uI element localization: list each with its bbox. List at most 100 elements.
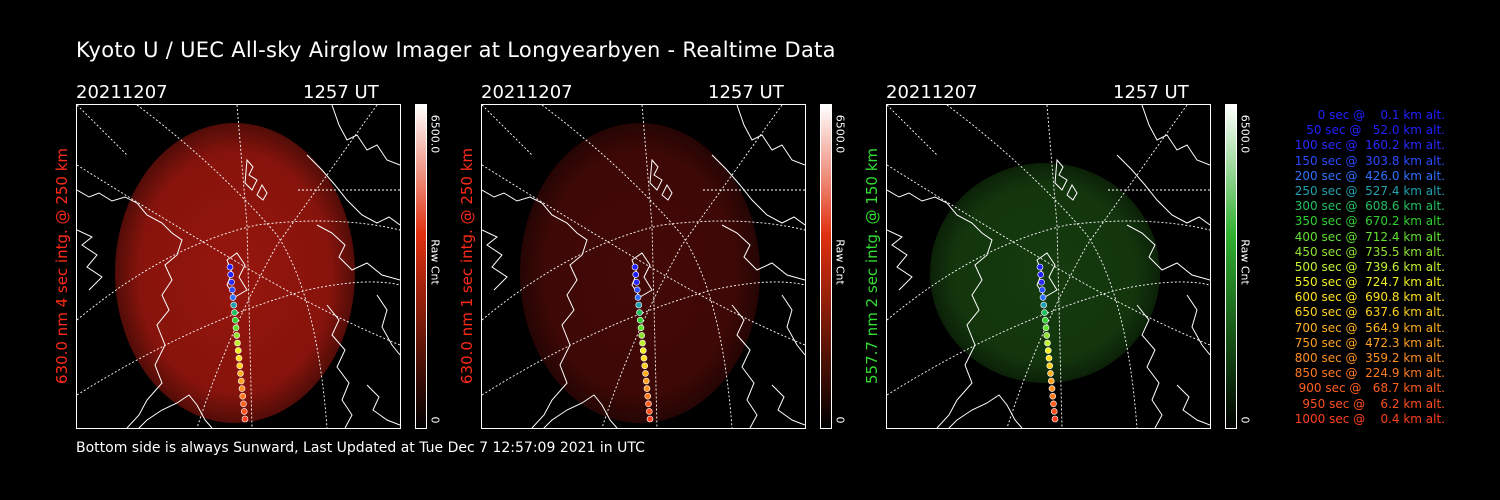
- legend-row: 950 sec @ 6.2 km alt.: [1298, 396, 1445, 411]
- coastline: [711, 154, 805, 226]
- colorbar-max-text: 6500.0: [1238, 114, 1252, 154]
- trajectory-point: [241, 415, 249, 423]
- trajectory-point: [635, 301, 643, 309]
- trajectory-point: [228, 286, 236, 294]
- legend-row: 750 sec @ 472.3 km alt.: [1290, 335, 1445, 350]
- colorbar-unit-label: Raw Cnt: [1237, 222, 1253, 302]
- colorbar-max-text: 6500.0: [428, 114, 442, 154]
- trajectory-point: [639, 347, 647, 354]
- colorbar-max-text: 6500.0: [833, 114, 847, 154]
- trajectory-point: [240, 400, 247, 408]
- legend-row: 250 sec @ 527.4 km alt.: [1290, 183, 1445, 198]
- panel-wavelength-text: 630.0 nm 4 sec intg. @ 250 km: [53, 147, 71, 384]
- trajectory-point: [642, 370, 649, 377]
- panel-date: 20211207: [886, 82, 978, 103]
- legend-row: 650 sec @ 637.6 km alt.: [1290, 305, 1445, 320]
- trajectory-point: [227, 271, 235, 278]
- colorbar-min-label: 0: [427, 412, 443, 428]
- trajectory-point: [644, 392, 652, 400]
- trajectory-point: [633, 286, 641, 294]
- trajectory-point: [1041, 309, 1048, 316]
- lat-lon-gridline: [77, 220, 400, 321]
- trajectory-point: [239, 392, 247, 400]
- colorbar: [1225, 104, 1237, 429]
- trajectory-point: [1047, 370, 1054, 377]
- image-panel-630nm-1sec: 20211207 1257 UT 630.0 nm 1 sec intg. @ 25…: [458, 82, 901, 432]
- trajectory-point: [1041, 316, 1049, 324]
- colorbar-unit-text: Raw Cnt: [428, 239, 442, 285]
- coastline: [244, 158, 258, 191]
- coastline: [1136, 304, 1163, 428]
- coastline: [781, 294, 805, 356]
- colorbar-max-label: 6500.0: [1237, 104, 1253, 164]
- trajectory-point: [229, 294, 237, 301]
- colorbar: [415, 104, 427, 429]
- airglow-field: [520, 123, 760, 423]
- trajectory-point: [228, 278, 235, 286]
- legend-row: 600 sec @ 690.8 km alt.: [1290, 290, 1445, 305]
- panel-date: 20211207: [76, 82, 168, 103]
- legend-row: 850 sec @ 224.9 km alt.: [1290, 366, 1445, 381]
- coastline: [1176, 384, 1210, 426]
- trajectory-point: [638, 332, 646, 339]
- lat-lon-gridline: [77, 105, 128, 156]
- lat-lon-gridline: [601, 105, 783, 428]
- coastline: [649, 158, 663, 191]
- airglow-field: [115, 123, 355, 423]
- lat-lon-gridline: [1006, 105, 1188, 428]
- trajectory-point: [1043, 332, 1051, 339]
- trajectory-point: [645, 400, 652, 408]
- coastline: [306, 154, 400, 226]
- lat-lon-gridline: [1046, 105, 1063, 428]
- image-panel-630nm-4sec: 20211207 1257 UT 630.0 nm 4 sec intg. @ 25…: [53, 82, 496, 432]
- trajectory-point: [645, 408, 653, 415]
- lat-lon-gridline: [482, 220, 805, 321]
- coastline: [1054, 158, 1068, 191]
- panel-wavelength-label: 630.0 nm 4 sec intg. @ 250 km: [52, 104, 72, 427]
- trajectory-point: [1050, 408, 1058, 415]
- legend-row: 350 sec @ 670.2 km alt.: [1290, 214, 1445, 229]
- lat-lon-gridline: [77, 164, 400, 346]
- trajectory-point: [1050, 400, 1057, 408]
- colorbar-unit-label: Raw Cnt: [832, 222, 848, 302]
- legend-row: 400 sec @ 712.4 km alt.: [1290, 229, 1445, 244]
- trajectory-point: [636, 309, 643, 316]
- coastline: [771, 384, 805, 426]
- coastline: [721, 224, 805, 281]
- trajectory-point: [639, 339, 646, 347]
- trajectory-point: [237, 370, 244, 377]
- panel-wavelength-text: 557.7 nm 2 sec intg. @ 150 km: [863, 147, 881, 384]
- legend-row: 100 sec @ 160.2 km alt.: [1290, 138, 1445, 153]
- coastline: [1141, 105, 1210, 166]
- lat-lon-gridline: [196, 105, 378, 428]
- panel-time: 1257 UT: [1113, 82, 1189, 103]
- trajectory-point: [1049, 392, 1057, 400]
- colorbar-min-label: 0: [832, 412, 848, 428]
- lat-lon-gridline: [482, 105, 533, 156]
- legend-row: 900 sec @ 68.7 km alt.: [1294, 381, 1445, 396]
- colorbar-unit-text: Raw Cnt: [1238, 239, 1252, 285]
- coastline: [1186, 294, 1210, 356]
- allsky-image: [481, 104, 806, 429]
- coastline: [887, 229, 913, 291]
- colorbar-unit-label: Raw Cnt: [427, 222, 443, 302]
- trajectory-point: [1038, 286, 1046, 294]
- coastline: [331, 105, 400, 166]
- colorbar-max-label: 6500.0: [427, 104, 443, 164]
- lat-lon-gridline: [887, 281, 1210, 396]
- trajectory-point: [226, 263, 234, 271]
- legend-row: 300 sec @ 608.6 km alt.: [1290, 199, 1445, 214]
- trajectory-point: [231, 316, 239, 324]
- trajectory-point: [236, 362, 244, 370]
- trajectory-point: [1044, 347, 1052, 354]
- trajectory-point: [1046, 362, 1054, 370]
- trajectory-point: [636, 316, 644, 324]
- trajectory-point: [1042, 324, 1050, 332]
- trajectory-point: [1036, 263, 1044, 271]
- lat-lon-gridline: [77, 281, 400, 396]
- panel-wavelength-text: 630.0 nm 1 sec intg. @ 250 km: [458, 147, 476, 384]
- trajectory-legend: 0 sec @ 0.1 km alt. 50 sec @ 52.0 km alt…: [1255, 108, 1445, 427]
- colorbar-min-text: 0: [1238, 416, 1252, 424]
- colorbar-min-label: 0: [1237, 412, 1253, 428]
- legend-row: 50 sec @ 52.0 km alt.: [1298, 123, 1445, 138]
